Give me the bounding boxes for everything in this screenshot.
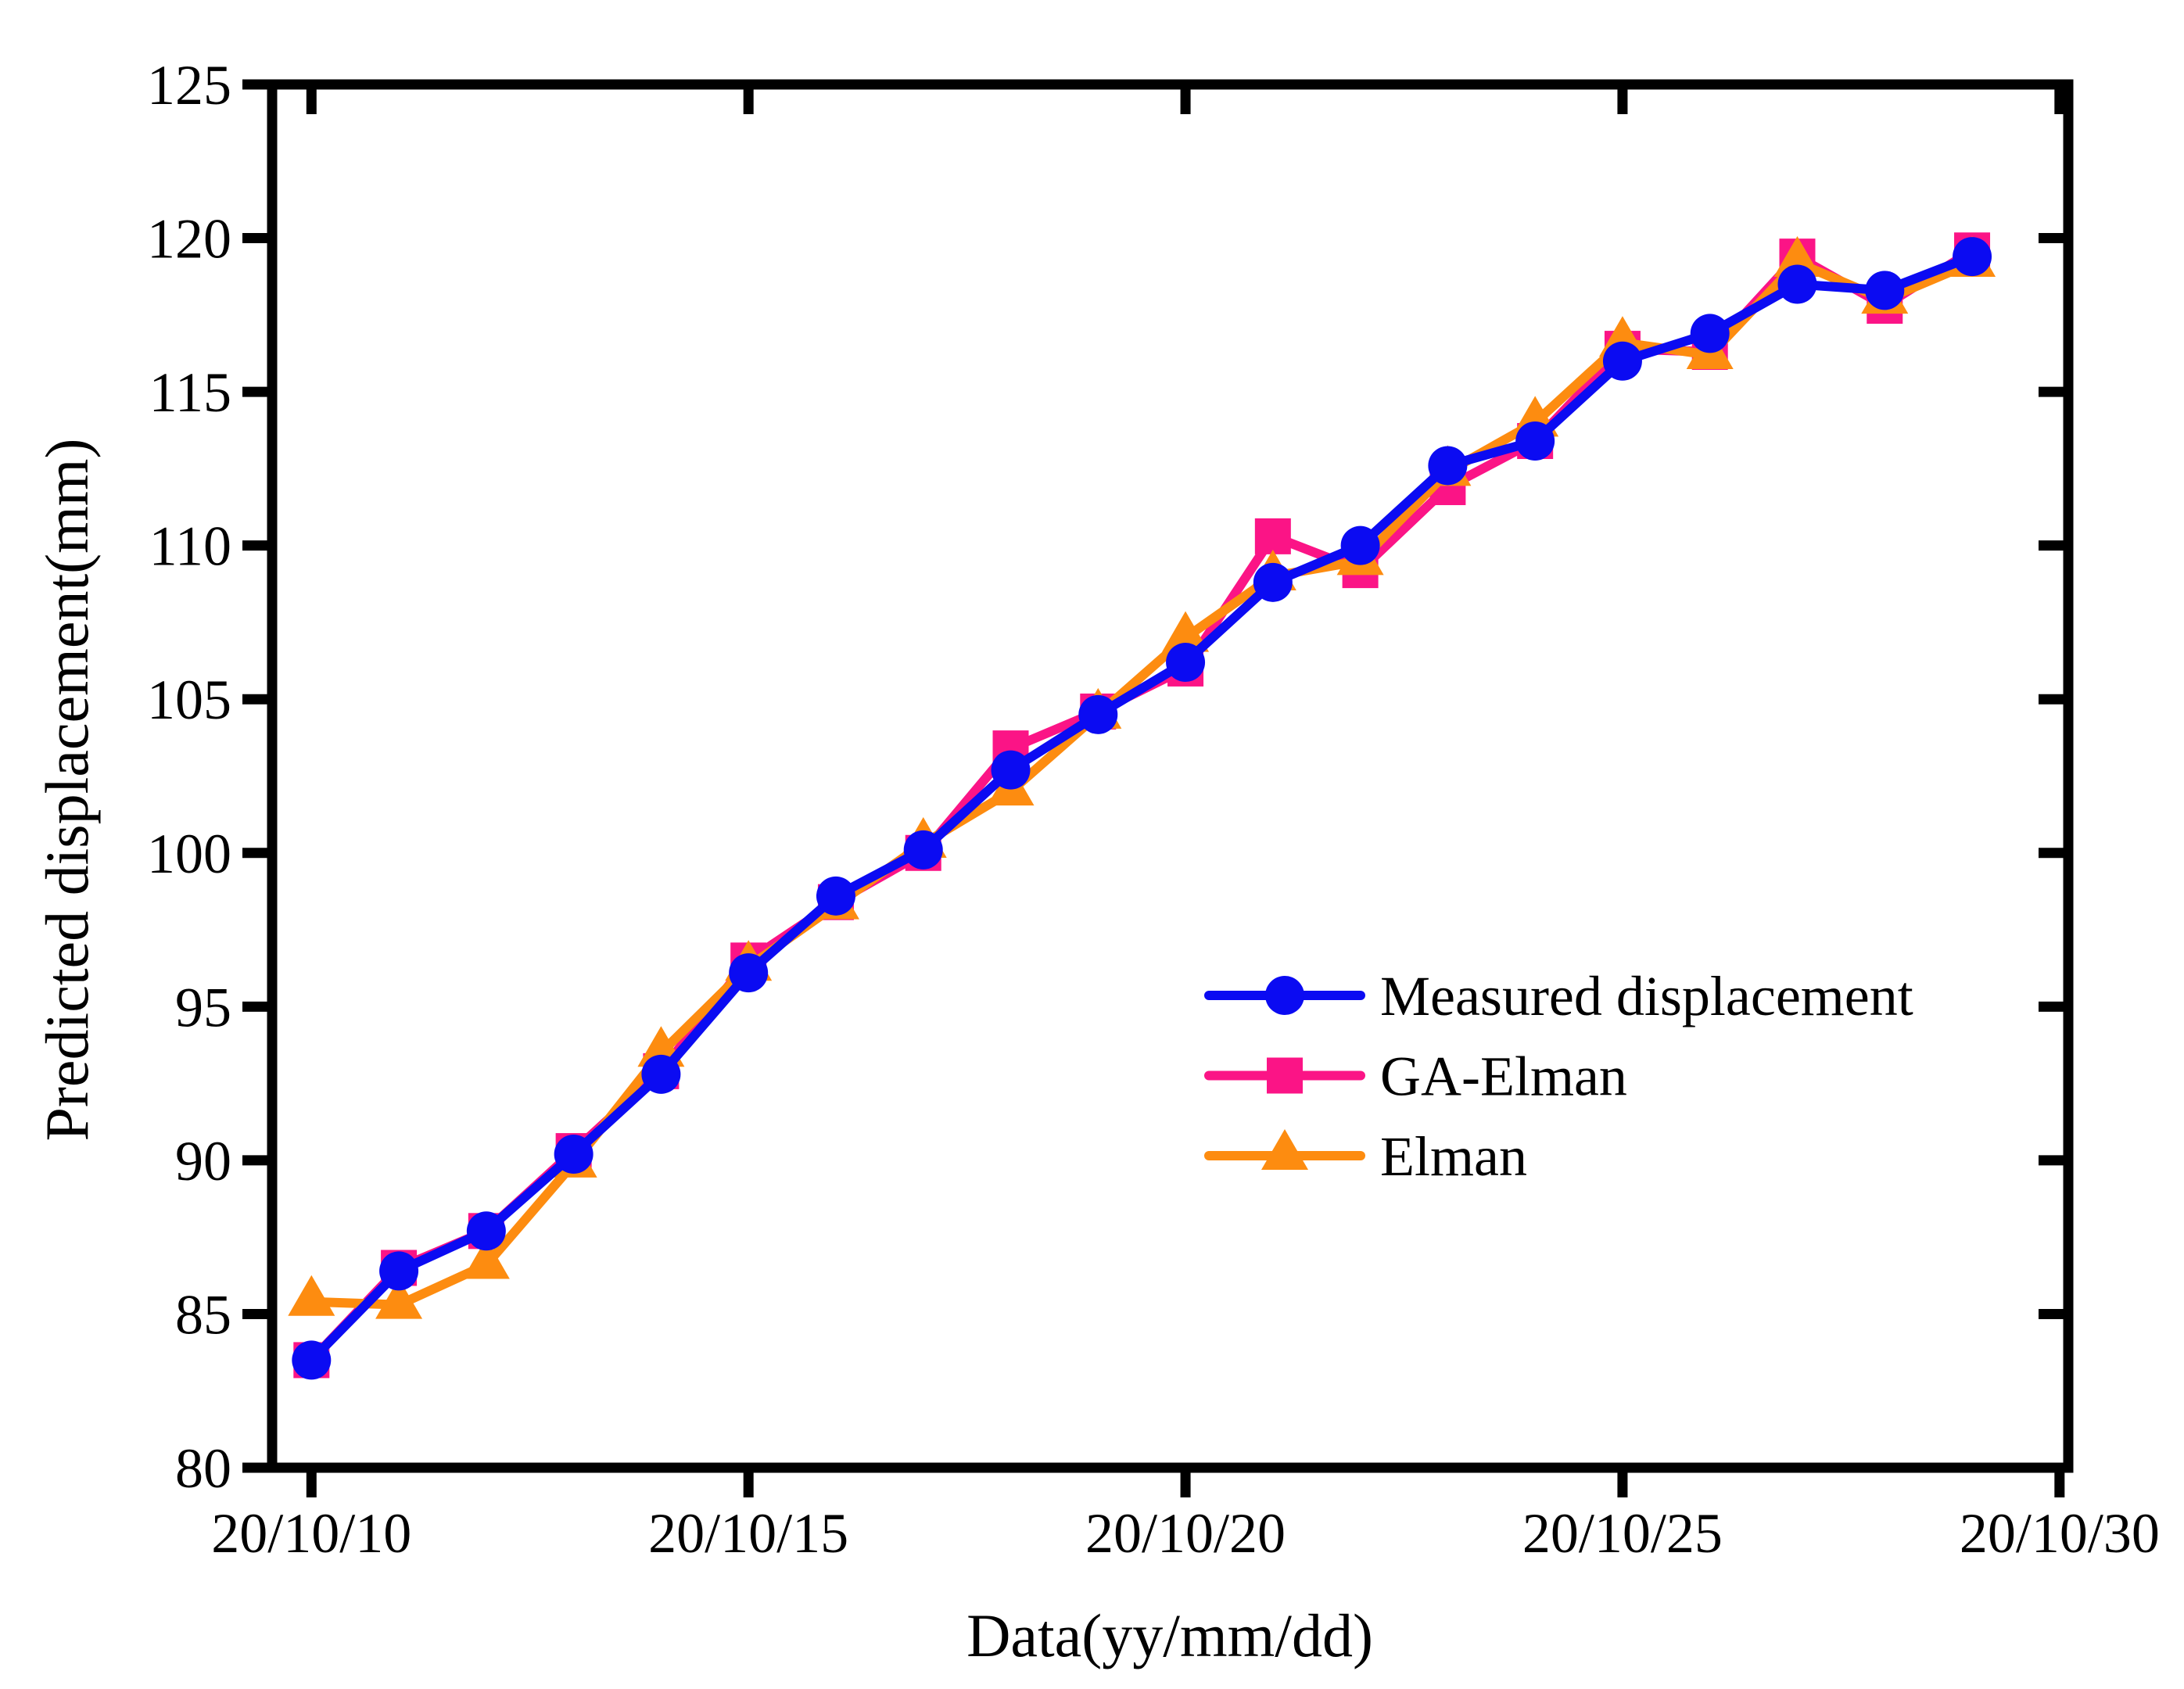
legend-elman-triangle-marker — [1261, 1129, 1308, 1170]
axis-ticks: 20/10/10 20/10/15 20/10/20 20/10/25 20/10/30… — [147, 54, 2160, 1565]
x-axis-title: Data(yy/mm/dd) — [966, 1601, 1373, 1669]
elman-triangle-marker — [1162, 611, 1210, 652]
y-axis-title: Predicted displacement(mm) — [33, 439, 101, 1142]
measured-displacement-circle-marker — [379, 1251, 419, 1291]
measured-displacement-circle-marker — [292, 1340, 332, 1380]
measured-displacement-circle-marker — [1166, 643, 1206, 683]
y-tick-label: 85 — [175, 1283, 231, 1346]
measured-displacement-circle-marker — [641, 1054, 681, 1094]
measured-displacement-circle-marker — [1865, 271, 1905, 310]
series-ga-elman — [293, 232, 1991, 1379]
measured-displacement-circle-marker — [1428, 446, 1468, 486]
measured-displacement-circle-marker — [1777, 264, 1817, 304]
x-tick-label: 20/10/20 — [1085, 1502, 1286, 1565]
legend-measured-displacement-circle-marker — [1265, 976, 1304, 1015]
series-line-measured-displacement — [307, 252, 1978, 1365]
measured-displacement-circle-marker — [1515, 421, 1555, 461]
y-tick-label: 80 — [175, 1437, 231, 1500]
y-tick-label: 110 — [149, 515, 231, 578]
series-measured-displacement — [292, 237, 1992, 1380]
y-tick-label: 100 — [147, 823, 231, 885]
measured-displacement-circle-marker — [1078, 694, 1118, 734]
y-tick-label: 90 — [175, 1130, 231, 1192]
x-tick-label: 20/10/15 — [648, 1502, 848, 1565]
legend-label-ga-elman: GA-Elman — [1380, 1045, 1627, 1108]
y-tick-label: 105 — [147, 669, 231, 731]
measured-displacement-circle-marker — [466, 1211, 506, 1251]
y-tick-label: 95 — [175, 976, 231, 1038]
x-tick-label: 20/10/25 — [1522, 1502, 1723, 1565]
x-tick-label: 20/10/10 — [211, 1502, 411, 1565]
measured-displacement-circle-marker — [903, 830, 943, 870]
elman-triangle-marker — [462, 1238, 510, 1279]
plot-frame — [267, 79, 2074, 1473]
measured-displacement-circle-marker — [554, 1135, 594, 1174]
measured-displacement-circle-marker — [1953, 237, 1992, 277]
measured-displacement-circle-marker — [1340, 525, 1380, 565]
plot-border — [267, 79, 2074, 1473]
legend-item-ga-elman: GA-Elman — [1204, 1045, 1627, 1108]
series-layer — [288, 232, 1996, 1380]
legend-ga-elman-square-marker — [1267, 1057, 1303, 1094]
series-elman — [288, 236, 1996, 1319]
y-tick-label: 125 — [147, 54, 231, 117]
x-tick-label: 20/10/30 — [1960, 1502, 2160, 1565]
legend-item-measured-displacement: Measured displacement — [1204, 965, 1913, 1027]
elman-triangle-marker — [288, 1275, 335, 1316]
ga-elman-square-marker — [1254, 518, 1291, 554]
measured-displacement-circle-marker — [1690, 314, 1730, 353]
legend-label-elman: Elman — [1380, 1125, 1527, 1188]
y-tick-label: 120 — [147, 208, 231, 271]
measured-displacement-circle-marker — [1602, 341, 1642, 381]
legend: Measured displacement GA-Elman Elman — [1204, 965, 1913, 1188]
series-line-ga-elman — [307, 246, 1978, 1365]
elman-triangle-marker — [1773, 236, 1821, 278]
legend-label-measured-displacement: Measured displacement — [1380, 965, 1913, 1027]
elman-triangle-marker — [375, 1278, 423, 1319]
measured-displacement-circle-marker — [991, 750, 1031, 790]
measured-displacement-circle-marker — [816, 876, 855, 916]
measured-displacement-circle-marker — [1253, 562, 1293, 602]
measured-displacement-circle-marker — [729, 953, 769, 993]
y-tick-label: 115 — [149, 361, 231, 424]
legend-item-elman: Elman — [1204, 1125, 1527, 1188]
